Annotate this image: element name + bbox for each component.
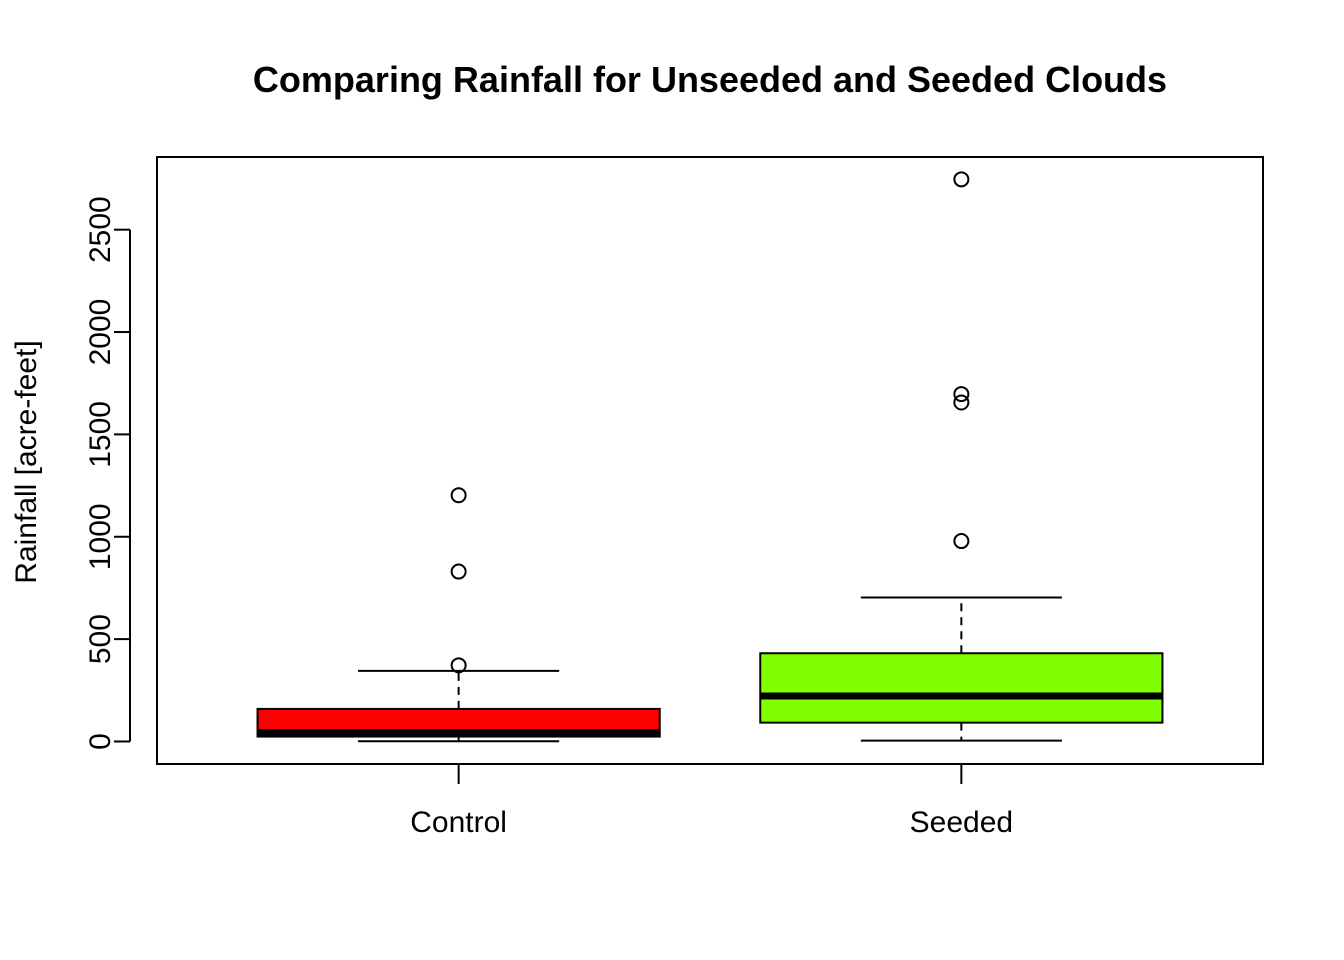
outlier-point (953, 171, 970, 188)
outlier-point (450, 657, 467, 674)
y-tick-label: 500 (84, 614, 117, 664)
boxes (256, 171, 1164, 743)
x-axis: Control Seeded (410, 764, 1013, 839)
y-tick-label: 1500 (84, 401, 117, 468)
outlier-point (953, 394, 970, 411)
outlier-point (953, 386, 970, 403)
y-tick-label: 1000 (84, 503, 117, 570)
iqr-box (759, 652, 1164, 724)
outlier-point (450, 563, 467, 580)
x-tick-label: Seeded (910, 806, 1013, 839)
y-tick-label: 2000 (84, 299, 117, 366)
box-seeded (759, 171, 1164, 742)
y-axis-label: Rainfall [acre-feet] (10, 340, 43, 583)
y-tick-label: 2500 (84, 196, 117, 263)
x-tick-label: Control (410, 806, 507, 839)
plot-frame (156, 156, 1264, 765)
outlier-point (450, 487, 467, 504)
outlier-point (953, 533, 970, 550)
y-axis: 0 500 1000 1500 2000 2500 (84, 196, 131, 750)
y-tick-label: 0 (84, 733, 117, 750)
chart-title: Comparing Rainfall for Unseeded and Seed… (253, 59, 1167, 100)
box-control (256, 487, 661, 743)
